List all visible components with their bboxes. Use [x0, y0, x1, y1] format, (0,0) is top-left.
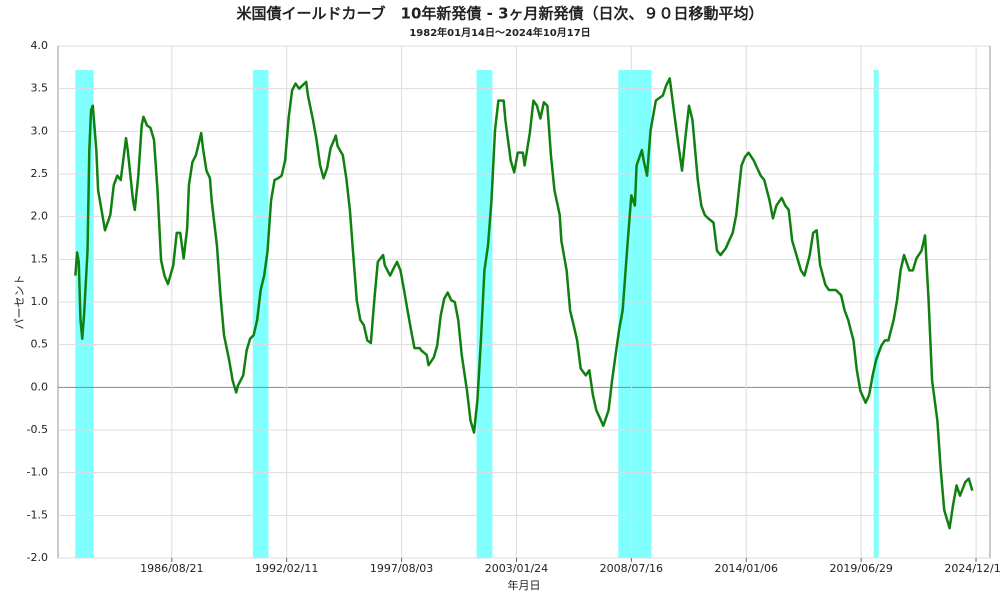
y-tick-label: -1.0: [27, 466, 48, 479]
x-tick-label: 2019/06/29: [829, 562, 892, 575]
y-tick-label: 3.5: [31, 82, 49, 95]
y-tick-label: 3.0: [31, 124, 49, 137]
y-axis-label: パーセント: [13, 275, 26, 330]
y-tick-label: 4.0: [31, 39, 49, 52]
y-tick-label: 1.0: [31, 295, 49, 308]
y-tick-label: -0.5: [27, 423, 48, 436]
x-tick-label: 1992/02/11: [255, 562, 318, 575]
x-tick-label: 2008/07/16: [600, 562, 663, 575]
y-tick-label: 0.0: [31, 380, 49, 393]
recession-band: [252, 70, 269, 558]
recession-band: [873, 70, 879, 558]
chart-title: 米国債イールドカーブ 10年新発債 - 3ヶ月新発債（日次、９０日移動平均）: [236, 5, 763, 23]
x-tick-label: 1997/08/03: [370, 562, 433, 575]
x-tick-label: 2024/12/19: [944, 562, 1000, 575]
y-tick-label: 1.5: [31, 252, 49, 265]
x-tick-label: 2014/01/06: [715, 562, 778, 575]
y-tick-label: 0.5: [31, 338, 49, 351]
recession-band: [476, 70, 493, 558]
y-tick-label: -1.5: [27, 508, 48, 521]
y-tick-label: -2.0: [27, 551, 48, 564]
x-axis-label: 年月日: [508, 578, 541, 592]
data-line: [74, 77, 974, 530]
chart-subtitle: 1982年01月14日～2024年10月17日: [409, 26, 590, 39]
x-tick-label: 2003/01/24: [485, 562, 548, 575]
recession-band: [618, 70, 652, 558]
y-tick-label: 2.0: [31, 210, 49, 223]
x-tick-label: 1986/08/21: [140, 562, 203, 575]
y-tick-label: 2.5: [31, 167, 49, 180]
